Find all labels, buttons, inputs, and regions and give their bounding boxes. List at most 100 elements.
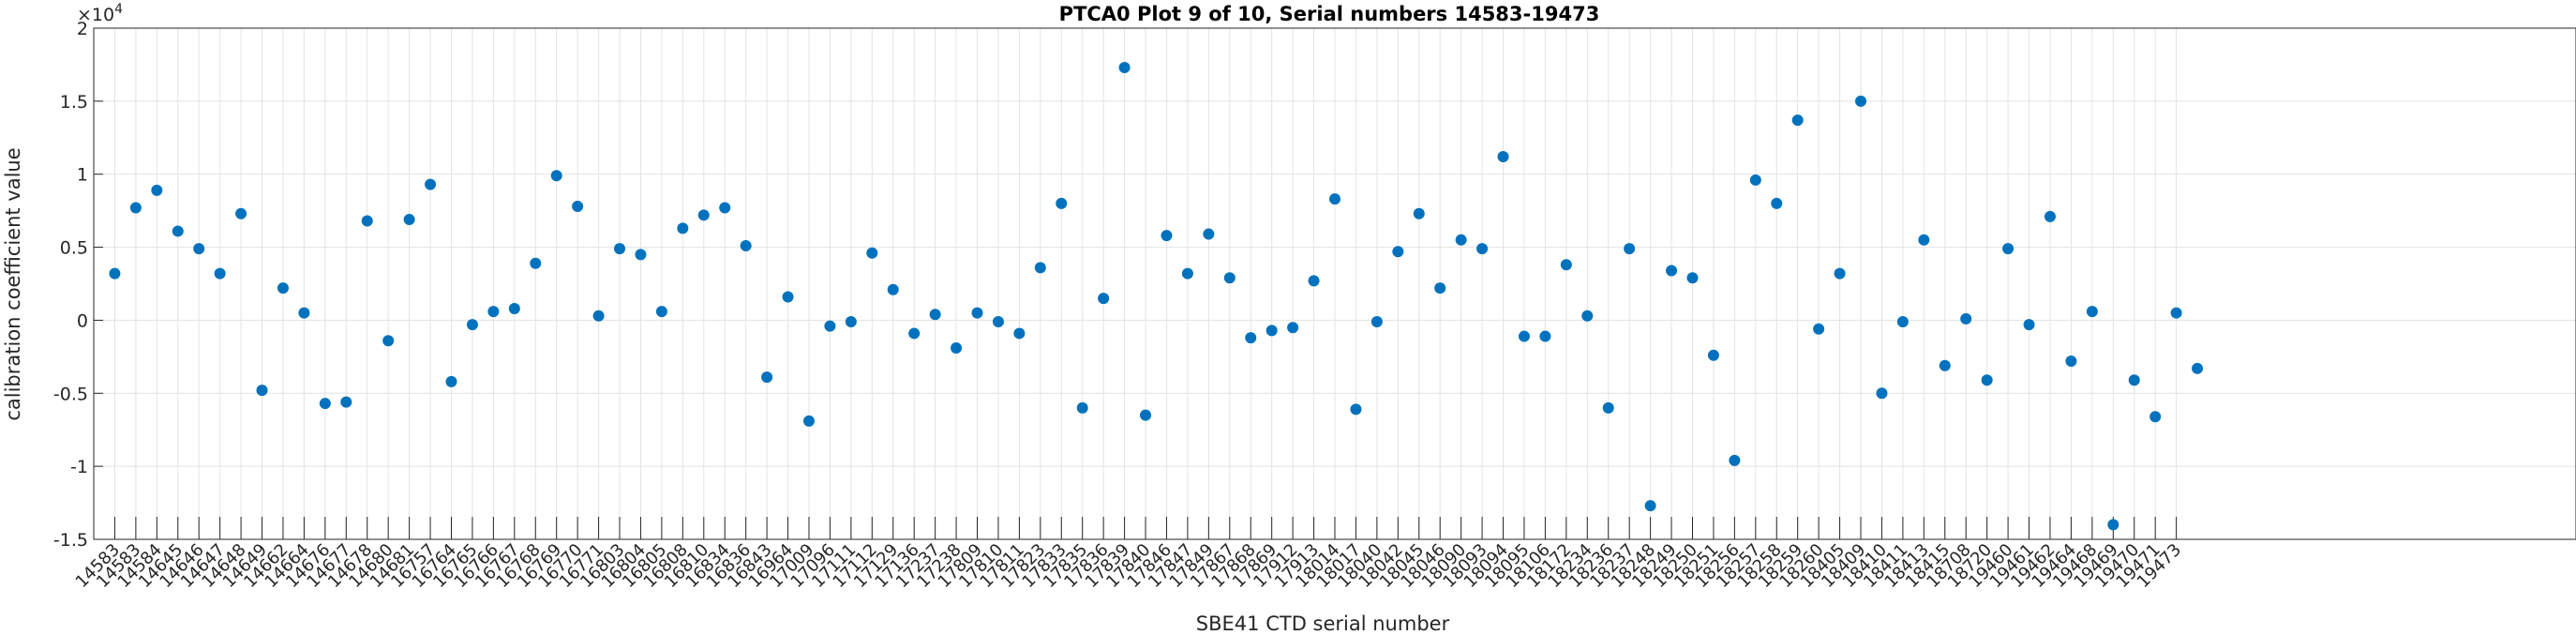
data-point (193, 243, 205, 255)
data-point (1203, 228, 1215, 240)
data-point (1266, 325, 1278, 337)
data-point (782, 291, 794, 303)
data-point (2023, 319, 2035, 331)
data-point (1539, 330, 1551, 342)
data-point (1476, 243, 1489, 255)
data-point (2107, 519, 2119, 531)
data-point (1350, 403, 1362, 416)
plot-frame (93, 27, 2576, 540)
data-point (1518, 330, 1530, 342)
data-point (677, 222, 689, 234)
data-point (2002, 243, 2014, 255)
data-point (1413, 207, 1425, 219)
data-point (971, 307, 983, 319)
data-point (2044, 210, 2056, 222)
data-point (1434, 282, 1446, 295)
data-point (1013, 327, 1026, 340)
data-point (2170, 307, 2182, 319)
data-point (592, 310, 605, 322)
data-point (740, 240, 752, 252)
data-point (1308, 275, 1320, 287)
y-exponent-power: 4 (114, 2, 123, 17)
data-point (2065, 355, 2077, 368)
data-point (235, 207, 247, 219)
y-tick-label: 1.5 (60, 92, 88, 113)
data-point (1076, 401, 1088, 414)
data-point (1644, 500, 1656, 512)
data-point (1245, 332, 1257, 344)
y-tick-label: 2 (77, 19, 88, 39)
data-point (2192, 362, 2204, 374)
data-point (802, 415, 815, 427)
data-point (1707, 349, 1719, 361)
data-point (697, 209, 710, 221)
data-point (929, 309, 941, 321)
data-point (382, 335, 395, 347)
data-point (572, 200, 584, 212)
data-point (1666, 265, 1678, 277)
data-point (403, 213, 415, 225)
data-point (1118, 62, 1131, 74)
data-point (277, 282, 289, 295)
y-axis: -1.5 -1 -0.5 0 0.5 1 1.5 2 (53, 19, 103, 551)
data-point (172, 225, 184, 237)
data-point (1329, 193, 1340, 205)
chart-title: PTCA0 Plot 9 of 10, Serial numbers 14583… (1059, 3, 1600, 25)
data-point (1855, 95, 1867, 107)
x-axis: 1458314583145841464514646146471464814649… (72, 517, 2185, 592)
y-exponent-label: ×104 (77, 2, 123, 25)
data-point (866, 247, 878, 259)
data-point (1161, 230, 1173, 242)
data-point (1602, 401, 1614, 414)
data-point (1181, 267, 1193, 280)
data-point (1896, 315, 1909, 327)
data-point (761, 371, 773, 384)
data-point (845, 315, 857, 327)
y-axis-label: calibration coefficient value (2, 147, 24, 420)
data-point (298, 307, 310, 319)
data-point (992, 315, 1004, 327)
data-point (487, 306, 500, 318)
data-point (1287, 322, 1299, 334)
data-point (1455, 234, 1467, 246)
data-point (508, 302, 520, 314)
data-point (824, 320, 836, 332)
data-point (614, 243, 626, 255)
data-point (1749, 174, 1761, 186)
y-tick-label: 0 (77, 310, 88, 331)
data-point (550, 170, 562, 182)
data-point (2128, 374, 2140, 386)
data-point (635, 249, 647, 261)
data-point (887, 283, 899, 295)
data-point (256, 385, 268, 397)
data-point (361, 215, 373, 227)
data-point (1729, 454, 1741, 466)
data-point (1140, 409, 1152, 421)
y-tick-label: 1 (77, 165, 88, 186)
data-point (466, 319, 478, 331)
data-point (151, 184, 163, 196)
y-tick-label: -1 (70, 457, 88, 477)
data-point (1876, 387, 1888, 400)
data-point (1791, 114, 1804, 127)
x-axis-label: SBE41 CTD serial number (1196, 612, 1450, 635)
data-point (2086, 306, 2098, 318)
data-point (2149, 411, 2162, 423)
data-point (1560, 259, 1572, 271)
data-point (530, 257, 542, 269)
data-point (1813, 323, 1825, 335)
data-point (1771, 197, 1783, 209)
y-tick-label: -0.5 (53, 384, 88, 404)
y-exponent-base: ×10 (77, 5, 114, 25)
data-point (340, 396, 352, 408)
data-point (1392, 246, 1404, 258)
data-point (1497, 151, 1509, 163)
data-point (129, 202, 142, 214)
data-point (1624, 243, 1636, 255)
data-point (719, 202, 731, 214)
data-point (908, 327, 921, 340)
data-point (214, 267, 226, 280)
data-point (1581, 310, 1594, 322)
data-point (1981, 374, 1993, 386)
